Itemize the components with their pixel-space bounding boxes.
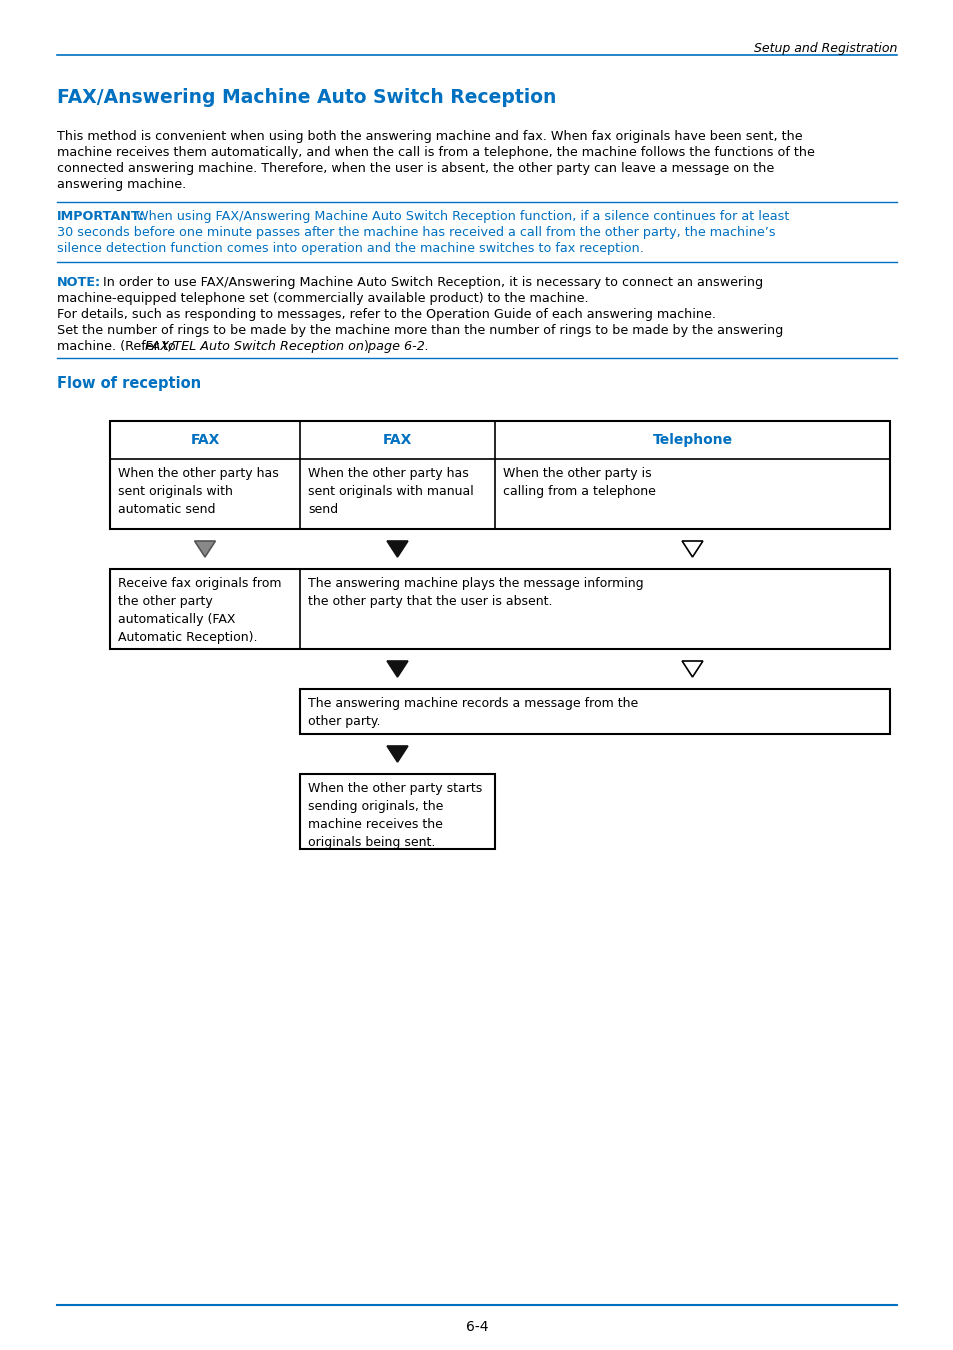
Polygon shape [387,747,408,761]
Text: Setup and Registration: Setup and Registration [753,42,896,55]
Bar [299,688,889,734]
Text: answering machine.: answering machine. [57,178,186,190]
Text: FAX: FAX [382,433,412,447]
Bar [299,774,495,849]
Polygon shape [387,662,408,676]
Text: Receive fax originals from
the other party
automatically (FAX
Automatic Receptio: Receive fax originals from the other par… [118,576,281,644]
Text: silence detection function comes into operation and the machine switches to fax : silence detection function comes into op… [57,242,643,255]
Text: FAX/TEL Auto Switch Reception on page 6-2.: FAX/TEL Auto Switch Reception on page 6-… [145,340,429,352]
Text: machine-equipped telephone set (commercially available product) to the machine.: machine-equipped telephone set (commerci… [57,292,588,305]
Text: connected answering machine. Therefore, when the user is absent, the other party: connected answering machine. Therefore, … [57,162,774,176]
Text: When the other party has
sent originals with manual
send: When the other party has sent originals … [308,467,474,516]
Text: 30 seconds before one minute passes after the machine has received a call from t: 30 seconds before one minute passes afte… [57,225,775,239]
Text: machine receives them automatically, and when the call is from a telephone, the : machine receives them automatically, and… [57,146,814,159]
Text: For details, such as responding to messages, refer to the Operation Guide of eac: For details, such as responding to messa… [57,308,716,321]
Polygon shape [681,662,702,676]
Text: FAX/Answering Machine Auto Switch Reception: FAX/Answering Machine Auto Switch Recept… [57,88,556,107]
Bar [110,568,889,649]
Text: NOTE:: NOTE: [57,275,101,289]
Text: 6-4: 6-4 [465,1320,488,1334]
Text: The answering machine records a message from the
other party.: The answering machine records a message … [308,697,638,728]
Bar [110,421,889,529]
Text: When using FAX/Answering Machine Auto Switch Reception function, if a silence co: When using FAX/Answering Machine Auto Sw… [132,211,788,223]
Polygon shape [194,541,215,558]
Text: When the other party is
calling from a telephone: When the other party is calling from a t… [502,467,656,498]
Text: When the other party starts
sending originals, the
machine receives the
original: When the other party starts sending orig… [308,782,482,849]
Text: machine. (Refer to: machine. (Refer to [57,340,179,352]
Text: IMPORTANT:: IMPORTANT: [57,211,145,223]
Text: In order to use FAX/Answering Machine Auto Switch Reception, it is necessary to : In order to use FAX/Answering Machine Au… [99,275,762,289]
Text: ): ) [363,340,368,352]
Polygon shape [387,541,408,558]
Polygon shape [681,541,702,558]
Text: FAX: FAX [190,433,219,447]
Text: The answering machine plays the message informing
the other party that the user : The answering machine plays the message … [308,576,643,608]
Text: Set the number of rings to be made by the machine more than the number of rings : Set the number of rings to be made by th… [57,324,782,338]
Text: This method is convenient when using both the answering machine and fax. When fa: This method is convenient when using bot… [57,130,801,143]
Text: When the other party has
sent originals with
automatic send: When the other party has sent originals … [118,467,278,516]
Text: Flow of reception: Flow of reception [57,377,201,392]
Text: Telephone: Telephone [652,433,732,447]
